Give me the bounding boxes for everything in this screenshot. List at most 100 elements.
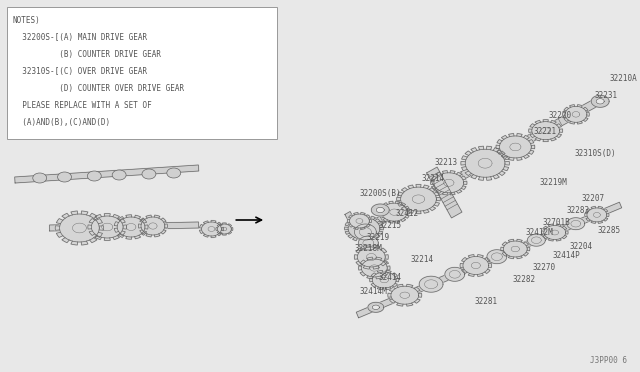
Polygon shape bbox=[496, 145, 500, 149]
Text: 32282: 32282 bbox=[513, 276, 536, 285]
Polygon shape bbox=[372, 272, 396, 288]
Polygon shape bbox=[113, 215, 120, 218]
Polygon shape bbox=[565, 106, 587, 122]
Text: NOTES): NOTES) bbox=[13, 16, 41, 25]
Polygon shape bbox=[164, 224, 168, 228]
Polygon shape bbox=[365, 215, 369, 218]
Polygon shape bbox=[461, 156, 467, 160]
Polygon shape bbox=[484, 269, 490, 273]
Polygon shape bbox=[88, 225, 92, 229]
Polygon shape bbox=[531, 145, 535, 149]
Polygon shape bbox=[221, 227, 223, 231]
Text: 32214: 32214 bbox=[410, 256, 433, 264]
Polygon shape bbox=[416, 185, 421, 187]
Polygon shape bbox=[527, 234, 545, 246]
Polygon shape bbox=[114, 228, 118, 232]
Polygon shape bbox=[353, 237, 358, 241]
Polygon shape bbox=[461, 167, 467, 171]
Text: 32204: 32204 bbox=[569, 241, 593, 250]
Polygon shape bbox=[204, 225, 228, 231]
Polygon shape bbox=[345, 231, 349, 234]
Polygon shape bbox=[99, 226, 104, 230]
Polygon shape bbox=[348, 219, 349, 222]
Polygon shape bbox=[405, 215, 409, 218]
Text: 32285: 32285 bbox=[597, 225, 620, 234]
Polygon shape bbox=[366, 224, 371, 227]
Polygon shape bbox=[548, 238, 554, 241]
Polygon shape bbox=[369, 219, 372, 222]
Polygon shape bbox=[383, 203, 388, 206]
Polygon shape bbox=[154, 215, 160, 218]
Polygon shape bbox=[408, 185, 413, 189]
Text: 32219M: 32219M bbox=[539, 177, 567, 186]
Polygon shape bbox=[381, 248, 387, 253]
Text: 32200S-[(A) MAIN DRIVE GEAR: 32200S-[(A) MAIN DRIVE GEAR bbox=[13, 33, 147, 42]
Polygon shape bbox=[375, 235, 380, 238]
Polygon shape bbox=[591, 95, 609, 107]
Polygon shape bbox=[378, 222, 383, 226]
Polygon shape bbox=[371, 216, 376, 219]
Polygon shape bbox=[49, 222, 198, 231]
Polygon shape bbox=[362, 259, 387, 277]
Polygon shape bbox=[390, 299, 396, 303]
Polygon shape bbox=[60, 214, 99, 242]
Polygon shape bbox=[95, 215, 102, 218]
Polygon shape bbox=[516, 256, 522, 259]
Polygon shape bbox=[414, 299, 420, 303]
Polygon shape bbox=[154, 234, 160, 237]
Polygon shape bbox=[559, 129, 563, 132]
Polygon shape bbox=[497, 140, 502, 144]
Polygon shape bbox=[118, 217, 124, 221]
Polygon shape bbox=[516, 239, 522, 242]
Polygon shape bbox=[502, 242, 507, 246]
Text: 32213: 32213 bbox=[434, 157, 458, 167]
Polygon shape bbox=[429, 206, 436, 211]
Polygon shape bbox=[360, 272, 365, 276]
Polygon shape bbox=[380, 215, 383, 218]
Polygon shape bbox=[363, 245, 369, 248]
Polygon shape bbox=[468, 273, 474, 276]
Polygon shape bbox=[356, 202, 621, 318]
Polygon shape bbox=[140, 218, 145, 222]
Polygon shape bbox=[548, 224, 554, 227]
Polygon shape bbox=[356, 261, 362, 266]
Polygon shape bbox=[104, 238, 110, 240]
Polygon shape bbox=[356, 248, 362, 253]
Polygon shape bbox=[429, 187, 436, 192]
Polygon shape bbox=[591, 221, 596, 223]
Polygon shape bbox=[401, 187, 436, 211]
Polygon shape bbox=[390, 287, 396, 291]
Polygon shape bbox=[401, 187, 408, 192]
Polygon shape bbox=[353, 227, 358, 230]
Polygon shape bbox=[401, 218, 406, 222]
Polygon shape bbox=[56, 219, 63, 224]
Text: 32414: 32414 bbox=[379, 273, 402, 282]
Polygon shape bbox=[361, 212, 365, 215]
Polygon shape bbox=[527, 247, 530, 251]
Text: J3PP00 6: J3PP00 6 bbox=[591, 356, 627, 365]
Text: 32270: 32270 bbox=[532, 263, 556, 273]
Polygon shape bbox=[92, 216, 123, 238]
Polygon shape bbox=[397, 303, 403, 306]
Polygon shape bbox=[383, 218, 388, 222]
Polygon shape bbox=[141, 219, 147, 223]
Polygon shape bbox=[556, 224, 561, 227]
Polygon shape bbox=[436, 190, 441, 193]
Polygon shape bbox=[442, 192, 447, 195]
Text: 32219: 32219 bbox=[367, 232, 390, 241]
Polygon shape bbox=[381, 261, 387, 266]
Polygon shape bbox=[501, 135, 508, 140]
Text: 32281: 32281 bbox=[475, 298, 498, 307]
Polygon shape bbox=[499, 151, 505, 155]
Polygon shape bbox=[204, 221, 209, 224]
Polygon shape bbox=[345, 222, 349, 226]
Polygon shape bbox=[161, 218, 166, 222]
Polygon shape bbox=[544, 225, 566, 240]
Polygon shape bbox=[357, 247, 385, 267]
Polygon shape bbox=[202, 222, 221, 236]
Polygon shape bbox=[407, 211, 410, 214]
Polygon shape bbox=[461, 257, 467, 262]
Polygon shape bbox=[396, 221, 400, 223]
Polygon shape bbox=[423, 185, 429, 189]
Polygon shape bbox=[372, 305, 380, 310]
